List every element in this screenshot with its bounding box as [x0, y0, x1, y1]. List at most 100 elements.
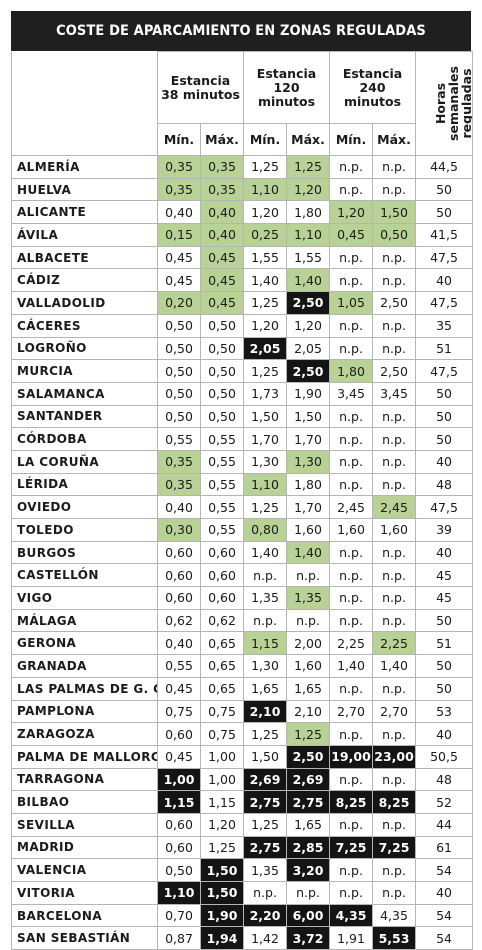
table-row: TARRAGONA 1,00 1,00 2,69 2,69 n.p. n.p. 48: [11, 767, 474, 792]
sub-header-max: Máx.: [286, 123, 331, 156]
price-cell: n.p.: [329, 449, 374, 474]
price-cell: 0,55: [157, 427, 201, 451]
table-row: PAMPLONA 0,75 0,75 2,10 2,10 2,70 2,70 53: [11, 699, 474, 724]
table-row: MURCIA 0,50 0,50 1,25 2,50 1,80 2,50 47,5: [11, 359, 474, 383]
price-cell: 0,60: [199, 586, 245, 610]
price-cell: n.p.: [329, 676, 374, 701]
weekly-hours-cell: 40: [415, 449, 474, 474]
price-cell: n.p.: [329, 245, 374, 270]
price-cell: 0,62: [157, 608, 201, 633]
weekly-hours-cell: 40: [415, 881, 474, 905]
price-cell: 1,10: [243, 177, 288, 202]
price-cell: 2,50: [286, 291, 331, 315]
weekly-hours-cell: 45: [415, 563, 474, 588]
price-cell: 0,35: [199, 155, 245, 179]
price-cell: 0,55: [199, 472, 245, 497]
price-cell: 0,45: [329, 223, 374, 247]
table-row: GRANADA 0,55 0,65 1,30 1,60 1,40 1,40 50: [11, 654, 474, 678]
price-cell: 0,60: [157, 722, 201, 746]
price-cell: 3,45: [372, 381, 417, 406]
price-cell: n.p.: [243, 563, 288, 588]
weekly-hours-cell: 47,5: [415, 495, 474, 519]
price-cell: 0,35: [199, 177, 245, 202]
weekly-hours-cell: 40: [415, 540, 474, 565]
price-cell: 1,15: [157, 790, 201, 814]
price-cell: 1,42: [243, 926, 288, 950]
price-cell: 0,45: [199, 245, 245, 270]
city-name: ÁVILA: [11, 223, 158, 247]
price-cell: 1,55: [286, 245, 331, 270]
price-cell: 0,50: [157, 359, 201, 383]
price-cell: 1,40: [286, 268, 331, 293]
table-row: CÁCERES 0,50 0,50 1,20 1,20 n.p. n.p. 35: [11, 313, 474, 338]
price-cell: n.p.: [286, 608, 331, 633]
price-cell: 0,50: [157, 858, 201, 882]
table-row: SALAMANCA 0,50 0,50 1,73 1,90 3,45 3,45 50: [11, 381, 474, 406]
price-cell: 2,69: [286, 767, 331, 792]
table-row: LAS PALMAS DE G. C. 0,45 0,65 1,65 1,65 n.p. n…: [11, 676, 474, 701]
price-cell: 0,40: [157, 631, 201, 656]
table-row: VIGO 0,60 0,60 1,35 1,35 n.p. n.p. 45: [11, 586, 474, 610]
price-cell: 2,70: [372, 699, 417, 724]
table-row: PALMA DE MALLORCA 0,45 1,00 1,50 2,50 19,00 23…: [11, 744, 474, 769]
price-cell: 8,25: [372, 790, 417, 814]
city-name: CÁDIZ: [11, 268, 158, 293]
price-cell: 0,40: [157, 200, 201, 225]
price-cell: 0,60: [157, 540, 201, 565]
price-cell: n.p.: [372, 676, 417, 701]
table-row: BILBAO 1,15 1,15 2,75 2,75 8,25 8,25 52: [11, 790, 474, 814]
table-row: CÓRDOBA 0,55 0,55 1,70 1,70 n.p. n.p. 50: [11, 427, 474, 451]
table-row: GERONA 0,40 0,65 1,15 2,00 2,25 2,25 51: [11, 631, 474, 656]
price-cell: 0,50: [157, 381, 201, 406]
price-cell: 1,35: [243, 586, 288, 610]
price-cell: n.p.: [372, 404, 417, 429]
table-row: LOGROÑO 0,50 0,50 2,05 2,05 n.p. n.p. 51: [11, 336, 474, 361]
city-name: ALBACETE: [11, 245, 158, 270]
price-cell: 1,94: [199, 926, 245, 950]
price-cell: 2,85: [286, 835, 331, 860]
city-name: ALICANTE: [11, 200, 158, 225]
price-cell: 0,60: [157, 563, 201, 588]
price-cell: 0,55: [199, 449, 245, 474]
price-cell: 1,25: [243, 495, 288, 519]
price-cell: n.p.: [329, 881, 374, 905]
table-row: MÁLAGA 0,62 0,62 n.p. n.p. n.p. n.p. 50: [11, 608, 474, 633]
price-cell: 1,05: [329, 291, 374, 315]
weekly-hours-cell: 51: [415, 336, 474, 361]
price-cell: n.p.: [372, 177, 417, 202]
price-cell: 2,75: [286, 790, 331, 814]
price-cell: n.p.: [329, 336, 374, 361]
price-cell: n.p.: [372, 472, 417, 497]
city-name: SALAMANCA: [11, 381, 158, 406]
table-row: CÁDIZ 0,45 0,45 1,40 1,40 n.p. n.p. 40: [11, 268, 474, 293]
weekly-hours-cell: 39: [415, 518, 474, 542]
table-row: ALICANTE 0,40 0,40 1,20 1,80 1,20 1,50 50: [11, 200, 474, 225]
weekly-hours-cell: 44,5: [415, 155, 474, 179]
weekly-hours-cell: 50: [415, 608, 474, 633]
city-name: SEVILLA: [11, 812, 158, 837]
price-cell: n.p.: [329, 404, 374, 429]
city-name: TOLEDO: [11, 518, 158, 542]
price-cell: 0,50: [199, 359, 245, 383]
price-cell: 1,80: [286, 472, 331, 497]
price-cell: n.p.: [243, 881, 288, 905]
city-name: LA CORUÑA: [11, 449, 158, 474]
price-cell: 0,80: [243, 518, 288, 542]
price-cell: 0,25: [243, 223, 288, 247]
price-cell: 0,30: [157, 518, 201, 542]
price-cell: 0,50: [199, 404, 245, 429]
price-cell: 0,45: [157, 676, 201, 701]
price-cell: 0,60: [157, 812, 201, 837]
price-cell: n.p.: [286, 563, 331, 588]
price-cell: 1,70: [286, 427, 331, 451]
weekly-hours-header: Horas semanales reguladas: [415, 51, 474, 156]
city-name: MADRID: [11, 835, 158, 860]
table-row: SAN SEBASTIÁN 0,87 1,94 1,42 3,72 1,91 5,53 54: [11, 926, 474, 950]
price-cell: 8,25: [329, 790, 374, 814]
price-cell: n.p.: [329, 812, 374, 837]
price-cell: n.p.: [243, 608, 288, 633]
price-cell: 1,00: [199, 767, 245, 792]
price-cell: 1,50: [243, 404, 288, 429]
price-cell: n.p.: [329, 472, 374, 497]
price-cell: 1,40: [286, 540, 331, 565]
